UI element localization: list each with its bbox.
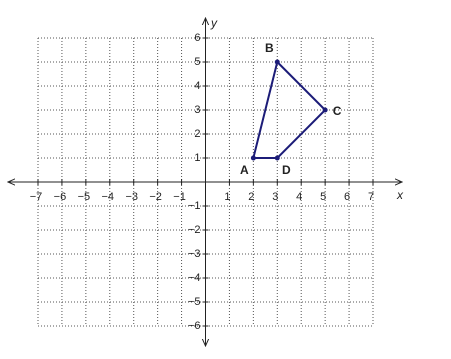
x-axis-label: x bbox=[396, 188, 404, 202]
x-tick-label: −4 bbox=[102, 191, 115, 203]
x-tick-label: 1 bbox=[224, 191, 230, 203]
vertex-label: A bbox=[240, 163, 249, 177]
vertex-label: C bbox=[333, 104, 342, 118]
y-tick-label: 5 bbox=[194, 56, 200, 68]
x-tick-label: −3 bbox=[125, 191, 138, 203]
y-tick-label: −2 bbox=[188, 224, 201, 236]
x-tick-label: 5 bbox=[320, 191, 326, 203]
y-tick-label: 1 bbox=[194, 152, 200, 164]
x-tick-label: −5 bbox=[78, 191, 91, 203]
y-axis-label: y bbox=[210, 16, 218, 30]
y-tick-label: −1 bbox=[188, 200, 201, 212]
y-tick-label: −5 bbox=[188, 296, 201, 308]
x-tick-label: 6 bbox=[344, 191, 350, 203]
x-tick-label: −1 bbox=[173, 191, 186, 203]
y-tick-label: 2 bbox=[194, 128, 200, 140]
vertex-point bbox=[274, 59, 280, 65]
vertex-point bbox=[322, 107, 328, 113]
y-tick-label: −6 bbox=[188, 320, 201, 332]
y-tick-label: 6 bbox=[194, 32, 200, 44]
y-tick-label: −4 bbox=[188, 272, 201, 284]
y-tick-label: 3 bbox=[194, 104, 200, 116]
x-tick-label: −2 bbox=[149, 191, 162, 203]
x-tick-label: 4 bbox=[296, 191, 302, 203]
x-tick-label: −7 bbox=[30, 191, 43, 203]
vertex-point bbox=[250, 155, 256, 161]
y-tick-label: −3 bbox=[188, 248, 201, 260]
vertex-point bbox=[274, 155, 280, 161]
y-tick-label: 4 bbox=[194, 80, 200, 92]
vertex-label: D bbox=[282, 163, 291, 177]
x-tick-label: 7 bbox=[368, 191, 374, 203]
x-tick-label: −6 bbox=[54, 191, 67, 203]
x-tick-label: 2 bbox=[248, 191, 254, 203]
vertex-label: B bbox=[265, 41, 274, 55]
x-tick-label: 3 bbox=[272, 191, 278, 203]
